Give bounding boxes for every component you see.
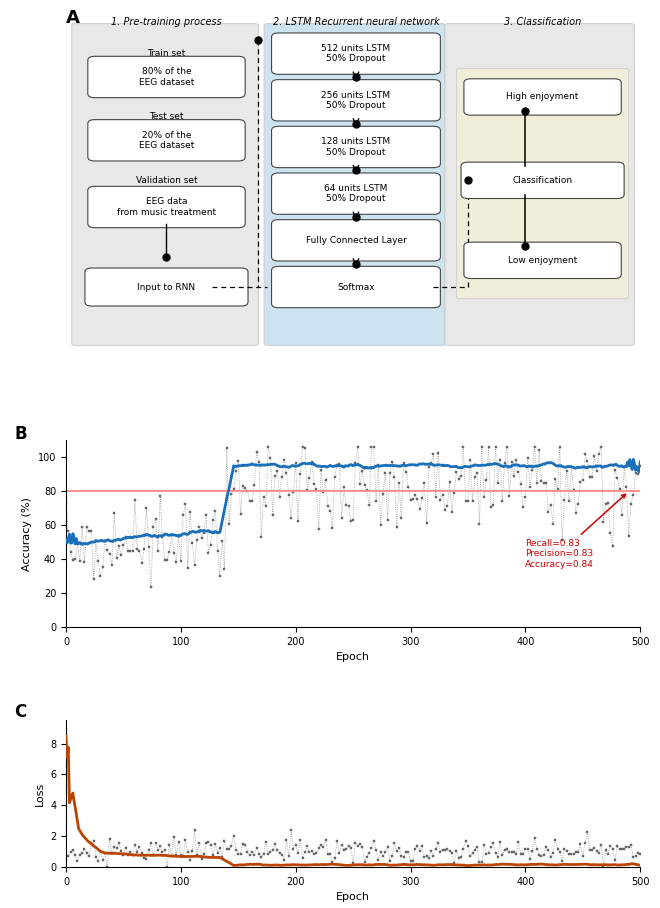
Y-axis label: Accuracy (%): Accuracy (%): [22, 497, 32, 570]
FancyBboxPatch shape: [88, 186, 245, 228]
FancyBboxPatch shape: [85, 268, 248, 306]
FancyBboxPatch shape: [271, 220, 440, 261]
FancyBboxPatch shape: [264, 24, 445, 345]
Text: Validation set: Validation set: [136, 176, 197, 185]
FancyBboxPatch shape: [457, 69, 629, 299]
Text: Low enjoyment: Low enjoyment: [508, 256, 578, 265]
Text: A: A: [66, 8, 80, 26]
Text: Input to RNN: Input to RNN: [137, 282, 195, 291]
FancyBboxPatch shape: [271, 173, 440, 214]
FancyBboxPatch shape: [445, 24, 634, 345]
FancyBboxPatch shape: [271, 126, 440, 168]
X-axis label: Epoch: Epoch: [336, 652, 370, 662]
FancyBboxPatch shape: [271, 80, 440, 121]
Text: 1. Pre-training process: 1. Pre-training process: [111, 17, 222, 27]
Text: Train set: Train set: [147, 49, 185, 58]
Text: 2. LSTM Recurrent neural network: 2. LSTM Recurrent neural network: [273, 17, 440, 27]
Text: C: C: [15, 703, 26, 721]
FancyBboxPatch shape: [461, 163, 624, 199]
Text: 128 units LSTM
50% Dropout: 128 units LSTM 50% Dropout: [321, 137, 391, 157]
FancyBboxPatch shape: [464, 79, 621, 115]
Text: 256 units LSTM
50% Dropout: 256 units LSTM 50% Dropout: [321, 91, 391, 110]
Text: 20% of the
EEG dataset: 20% of the EEG dataset: [139, 131, 194, 150]
FancyBboxPatch shape: [72, 24, 258, 345]
Text: Recall=0.83
Precision=0.83
Accuracy=0.84: Recall=0.83 Precision=0.83 Accuracy=0.84: [525, 494, 626, 568]
Text: 3. Classification: 3. Classification: [504, 17, 581, 27]
FancyBboxPatch shape: [271, 266, 440, 308]
FancyBboxPatch shape: [88, 120, 245, 161]
Text: Fully Connected Layer: Fully Connected Layer: [306, 236, 407, 245]
FancyBboxPatch shape: [88, 56, 245, 98]
Text: Classification: Classification: [513, 176, 573, 185]
Text: EEG data
from music treatment: EEG data from music treatment: [117, 197, 216, 217]
Text: 512 units LSTM
50% Dropout: 512 units LSTM 50% Dropout: [321, 44, 391, 64]
Text: High enjoyment: High enjoyment: [506, 93, 579, 102]
Text: B: B: [15, 426, 27, 443]
Text: Test set: Test set: [149, 113, 183, 122]
Text: 64 units LSTM
50% Dropout: 64 units LSTM 50% Dropout: [324, 184, 387, 203]
FancyBboxPatch shape: [464, 242, 621, 279]
FancyBboxPatch shape: [271, 33, 440, 74]
Text: Softmax: Softmax: [337, 282, 375, 291]
Y-axis label: Loss: Loss: [34, 782, 44, 806]
X-axis label: Epoch: Epoch: [336, 893, 370, 903]
Text: 80% of the
EEG dataset: 80% of the EEG dataset: [139, 67, 194, 86]
